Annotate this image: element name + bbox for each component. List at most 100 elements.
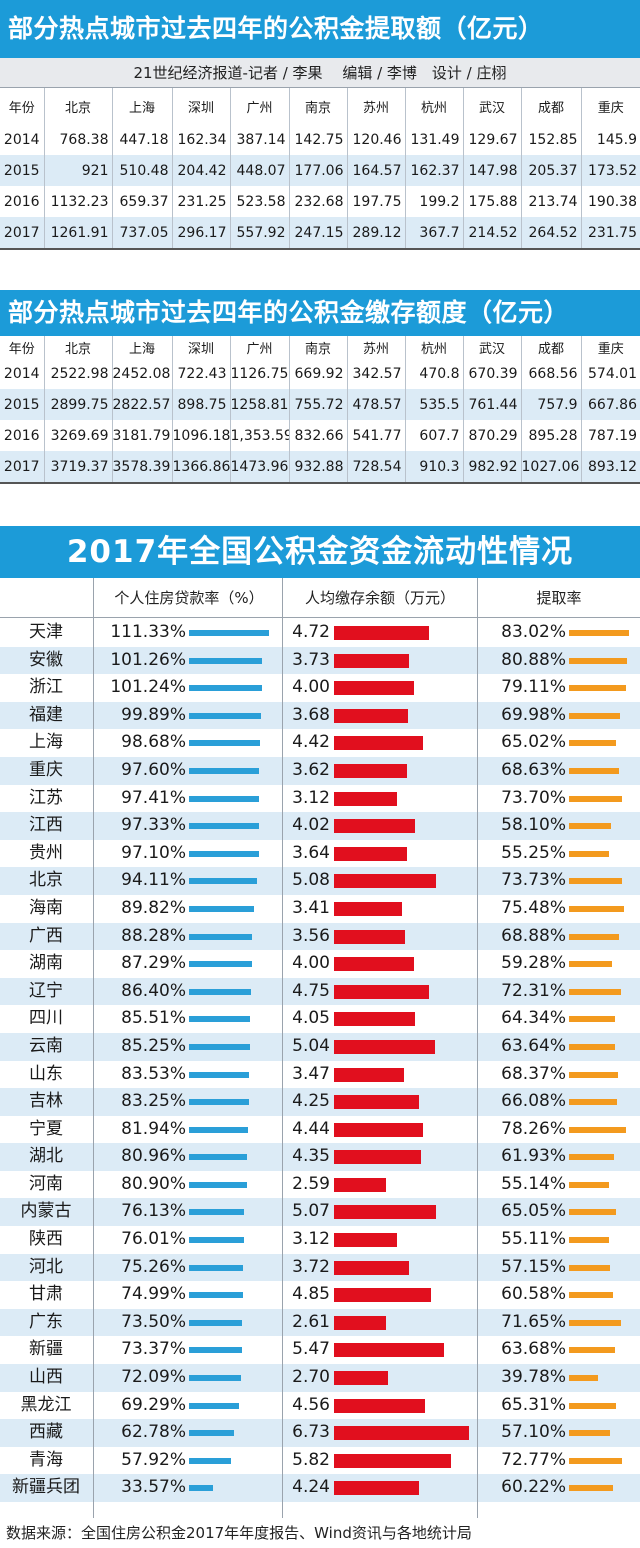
withdrawal-rate-value: 72.77% (501, 1449, 566, 1470)
value-cell: 205.37 (520, 155, 581, 186)
province-name: 福建 (29, 704, 63, 725)
balance-bar (334, 1426, 469, 1441)
balance-bar (334, 1288, 431, 1303)
balance-bar (334, 1150, 421, 1165)
city-header: 深圳 (171, 88, 230, 124)
value-cell: 213.74 (520, 186, 581, 217)
withdrawal-rate-value: 68.88% (501, 925, 566, 946)
loan-rate-bar (189, 1457, 231, 1464)
list-item: 海南 89.82% 3.41 75.48% (0, 895, 640, 923)
province-name: 浙江 (29, 677, 63, 698)
withdrawal-rate-bar (569, 961, 612, 968)
loan-rate-value: 83.53% (121, 1063, 186, 1084)
withdrawal-rate-bar (569, 740, 616, 747)
province-name: 河南 (29, 1173, 63, 1194)
year-cell: 2015 (0, 155, 44, 186)
year-header: 年份 (8, 341, 35, 357)
balance-bar (334, 819, 415, 834)
withdrawal-rate-bar (569, 905, 624, 912)
list-item: 甘肃 74.99% 4.85 60.58% (0, 1281, 640, 1309)
withdrawal-rate-bar (569, 1181, 609, 1188)
balance-bar (334, 1315, 386, 1330)
value-cell: 3719.37 (43, 451, 112, 483)
balance-value: 4.00 (292, 677, 330, 698)
column-divider (93, 578, 94, 1518)
loan-rate-bar (189, 712, 261, 719)
value-cell: 755.72 (288, 389, 347, 420)
list-item: 安徽 101.26% 3.73 80.88% (0, 646, 640, 675)
withdrawal-rate-bar (569, 1402, 616, 1409)
column-divider (282, 578, 283, 1518)
balance-value: 2.59 (292, 1173, 330, 1194)
value-cell: 895.28 (520, 420, 581, 451)
table-row: 2014 768.38 447.18 162.34 387.14 142.75 120.46… (0, 124, 640, 155)
value-cell: 669.92 (288, 358, 347, 389)
year-cell: 2017 (0, 451, 44, 483)
loan-rate-value: 86.40% (121, 980, 186, 1001)
withdrawal-rate-value: 39.78% (501, 1367, 566, 1388)
loan-rate-value: 97.10% (121, 842, 186, 863)
year-cell: 2016 (3, 427, 40, 444)
withdrawal-rate-value: 66.08% (501, 1091, 566, 1112)
balance-bar (334, 736, 423, 751)
balance-bar (334, 1453, 451, 1468)
city-header: 苏州 (346, 88, 405, 124)
withdrawal-rate-value: 63.64% (501, 1035, 566, 1056)
table-row: 2016 3269.69 3181.79 1096.18 1,353.59 832.66 5… (0, 420, 640, 451)
loan-rate-bar (189, 1319, 242, 1326)
list-item: 浙江 101.24% 4.00 79.11% (0, 674, 640, 702)
loan-rate-value: 88.28% (121, 925, 186, 946)
balance-value: 5.47 (292, 1339, 330, 1360)
loan-rate-value: 97.33% (121, 815, 186, 836)
balance-bar (334, 846, 407, 861)
table-row: 2015 921 510.48 204.42 448.07 177.06 164.57 162… (0, 155, 640, 186)
loan-rate-value: 73.50% (121, 1311, 186, 1332)
province-name: 湖南 (29, 953, 63, 974)
list-item: 上海 98.68% 4.42 65.02% (0, 729, 640, 757)
loan-rate-value: 101.26% (110, 649, 186, 670)
value-cell: 761.44 (462, 389, 521, 420)
balance-bar (334, 1371, 388, 1386)
deposit-title: 部分热点城市过去四年的公积金缴存额度（亿元） (0, 290, 640, 336)
list-item: 北京 94.11% 5.08 73.73% (0, 867, 640, 895)
value-cell: 722.43 (171, 358, 230, 389)
balance-bar (334, 1205, 436, 1220)
value-cell: 447.18 (111, 124, 172, 155)
withdrawal-rate-value: 79.11% (501, 677, 566, 698)
balance-value: 5.82 (292, 1449, 330, 1470)
balance-value: 2.61 (292, 1311, 330, 1332)
year-cell: 2015 (0, 389, 44, 420)
credit-line: 21世纪经济报道-记者 / 李果 编辑 / 李博 设计 / 庄栩 (0, 58, 640, 88)
loan-rate-value: 80.90% (121, 1173, 186, 1194)
balance-value: 4.24 (292, 1477, 330, 1498)
balance-bar (334, 1095, 419, 1110)
withdrawal-rate-bar (569, 685, 626, 692)
province-name: 甘肃 (29, 1284, 63, 1305)
withdrawal-rate-value: 68.37% (501, 1063, 566, 1084)
value-cell: 231.75 (580, 217, 640, 249)
value-cell: 1366.86 (171, 451, 230, 483)
withdrawal-rate-header: 提取率 (536, 589, 582, 607)
loan-rate-bar (189, 850, 259, 857)
list-item: 天津 111.33% 4.72 83.02% (0, 619, 640, 647)
balance-value: 3.73 (292, 649, 330, 670)
loan-rate-value: 89.82% (121, 897, 186, 918)
value-cell: 296.17 (171, 217, 230, 249)
withdrawal-rate-bar (569, 933, 619, 940)
value-cell: 199.2 (404, 186, 463, 217)
balance-bar (334, 1177, 386, 1192)
value-cell: 3269.69 (43, 420, 112, 451)
list-item: 河北 75.26% 3.72 57.15% (0, 1253, 640, 1282)
value-cell: 737.05 (111, 217, 172, 249)
city-header: 武汉 (462, 88, 521, 124)
value-cell: 921 (43, 155, 112, 186)
withdrawal-rate-bar (569, 1319, 621, 1326)
year-cell: 2016 (3, 193, 40, 210)
withdrawal-rate-value: 75.48% (501, 897, 566, 918)
province-name: 青海 (29, 1449, 63, 1470)
withdrawal-rate-bar (569, 1154, 614, 1161)
province-name: 上海 (29, 732, 63, 753)
balance-value: 2.70 (292, 1367, 330, 1388)
loan-rate-value: 81.94% (121, 1118, 186, 1139)
liquidity-rows: 天津 111.33% 4.72 83.02% 安徽 101.26% 3.73 80.88% 浙江… (0, 619, 640, 1502)
